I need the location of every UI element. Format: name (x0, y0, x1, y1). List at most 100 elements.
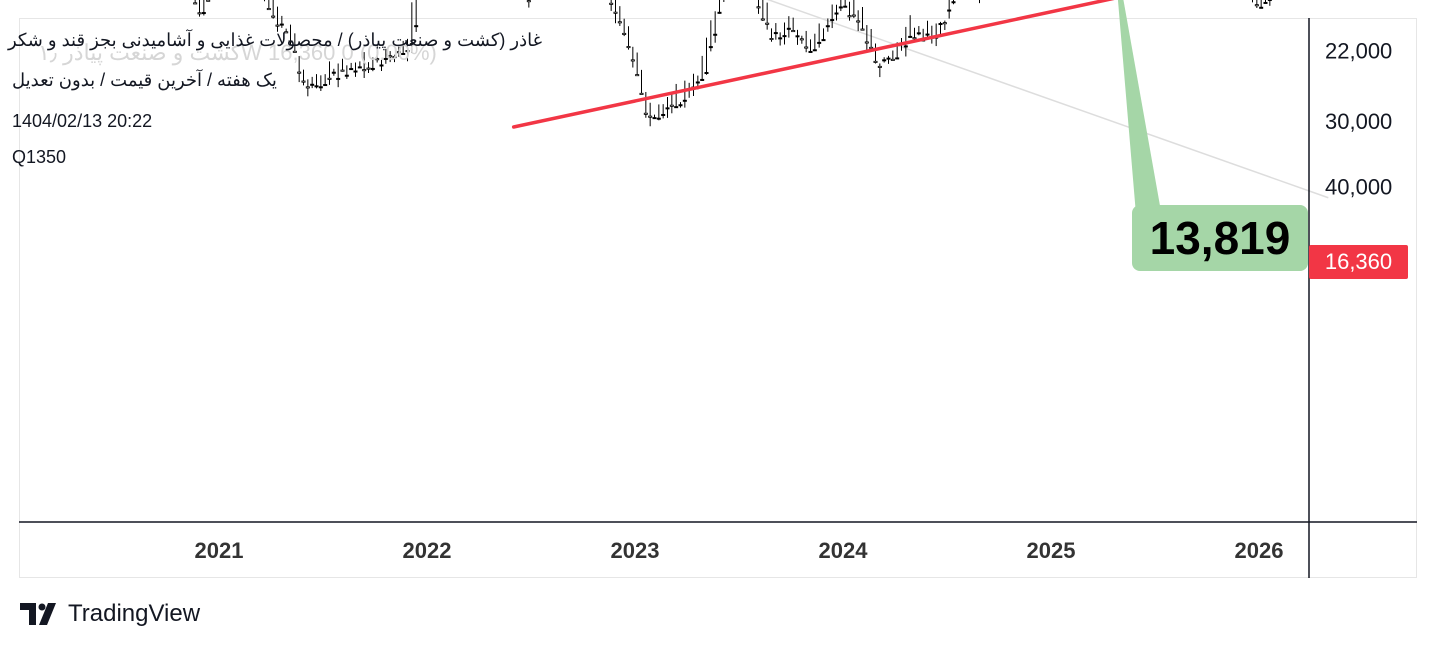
candle-body (310, 83, 315, 86)
candle-body (344, 74, 349, 77)
x-tick-label: 2021 (195, 538, 244, 563)
candle-body (609, 2, 614, 5)
candle-body (864, 41, 869, 44)
chart-frame[interactable] (19, 18, 1417, 578)
candle-body (336, 77, 341, 80)
callout-pointer (1117, 0, 1170, 262)
candle-body (383, 57, 388, 60)
candle-body (908, 35, 913, 38)
candle-body (786, 27, 791, 30)
candle-body (799, 38, 804, 41)
candle-body (271, 15, 276, 18)
candle-body (808, 50, 813, 53)
candle-body (648, 115, 653, 118)
candle-body (613, 11, 618, 14)
candle-body (1267, 0, 1272, 2)
candle-body (769, 38, 774, 41)
candle-body (331, 71, 336, 74)
candle-body (838, 6, 843, 9)
candle-body (379, 64, 384, 67)
ghost-symbol-line: کشت و صنعت پیاذر ۱٫W 16,360 0 (0.00%) (38, 40, 437, 65)
x-tick-label: 2026 (1235, 538, 1284, 563)
candle-body (652, 117, 657, 120)
candle-body (877, 65, 882, 68)
candle-body (700, 78, 705, 81)
candle-body (812, 49, 817, 52)
candle-body (409, 43, 414, 46)
target-callout-label: 13,819 (1149, 212, 1291, 264)
candle-body (314, 85, 319, 88)
candle-body (695, 81, 700, 84)
candle-body (674, 106, 679, 109)
candle-body (830, 19, 835, 22)
candle-body (288, 40, 293, 43)
candle-body (947, 9, 952, 12)
x-tick-label: 2022 (403, 538, 452, 563)
y-tick-label: 22,000 (1325, 38, 1392, 63)
candle-body (804, 46, 809, 49)
candle-body (375, 58, 380, 61)
candle-body (856, 20, 861, 23)
candle-body (661, 113, 666, 116)
candle-body (791, 30, 796, 33)
brand-name: TradingView (68, 600, 201, 627)
candle-body (405, 50, 410, 53)
candle-body (275, 24, 280, 27)
candle-body (869, 46, 874, 49)
candle-body (682, 99, 687, 102)
candle-body (713, 33, 718, 36)
x-tick-label: 2024 (819, 538, 869, 563)
candle-body (795, 35, 800, 38)
candle-body (942, 22, 947, 25)
candle-body (357, 66, 362, 69)
candle-body (951, 1, 956, 4)
candle-body (665, 107, 670, 110)
candle-body (925, 33, 930, 36)
candle-body (860, 28, 865, 31)
tradingview-logo[interactable]: TradingView (20, 600, 200, 628)
candle-body (630, 59, 635, 62)
chart-timestamp: 1404/02/13 20:22 (12, 111, 153, 131)
candle-body (778, 37, 783, 40)
candle-body (401, 53, 406, 56)
candle-body (817, 41, 822, 44)
candle-body (327, 77, 332, 80)
symbol-title: غاذر (کشت و صنعت پیاذر) / محصولات غذایی … (7, 30, 542, 50)
candle-body (626, 46, 631, 49)
candle-body (414, 25, 419, 28)
candle-body (1259, 6, 1264, 9)
candle-body (704, 72, 709, 75)
candle-body (201, 12, 206, 15)
candle-body (938, 23, 943, 26)
candle-body (643, 112, 648, 115)
candle-body (622, 32, 627, 35)
candle-body (825, 25, 830, 28)
chart-subtitle: یک هفته / آخرین قیمت / بدون تعدیل (12, 70, 277, 90)
candle-body (353, 70, 358, 73)
candle-body (366, 67, 371, 70)
channel-upper-line (766, 0, 1329, 199)
candle-body (193, 2, 198, 5)
candle-body (388, 55, 393, 58)
candle-body (318, 86, 323, 89)
candle-body (669, 104, 674, 107)
candle-body (873, 60, 878, 63)
candle-body (843, 5, 848, 8)
candle-body (206, 0, 211, 2)
x-tick-label: 2023 (611, 538, 660, 563)
candle-body (760, 18, 765, 21)
candle-body (370, 67, 375, 70)
tradingview-icon (20, 603, 56, 625)
candle-body (656, 117, 661, 120)
candle-body (639, 92, 644, 95)
candle-body (197, 12, 202, 15)
candle-body (305, 86, 310, 89)
candle-body (851, 14, 856, 17)
y-tick-label: 30,000 (1325, 109, 1392, 134)
candle-body (362, 69, 367, 72)
candle-body (1263, 1, 1268, 4)
target-callout[interactable] (1132, 205, 1308, 271)
candle-body (678, 104, 683, 107)
candle-body (895, 57, 900, 60)
